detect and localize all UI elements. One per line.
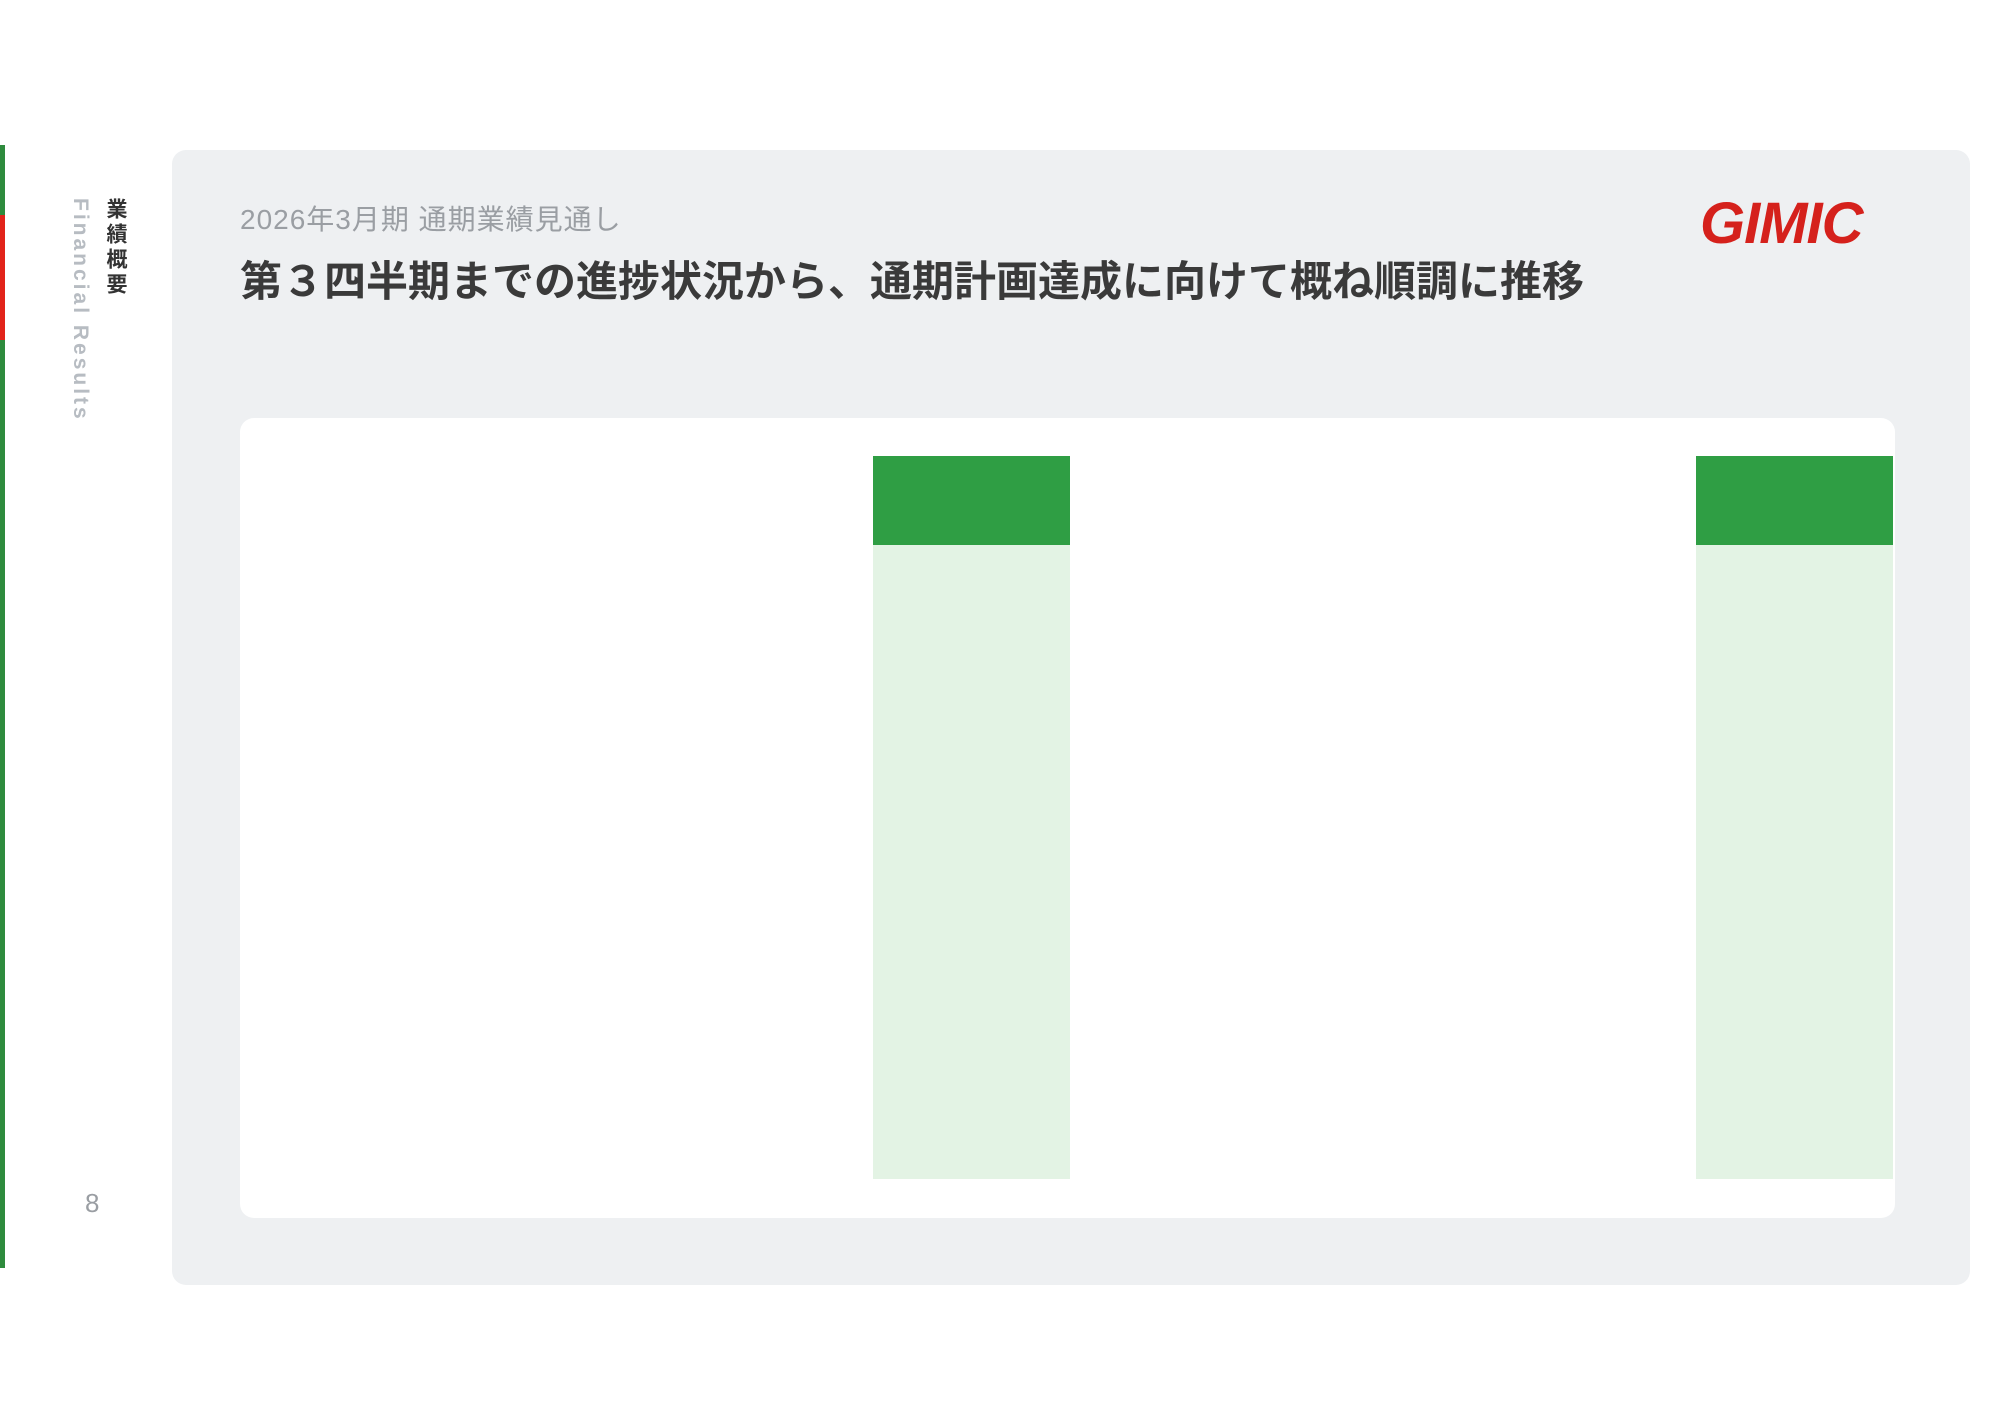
svg-text:GIMIC: GIMIC [1700, 195, 1865, 255]
